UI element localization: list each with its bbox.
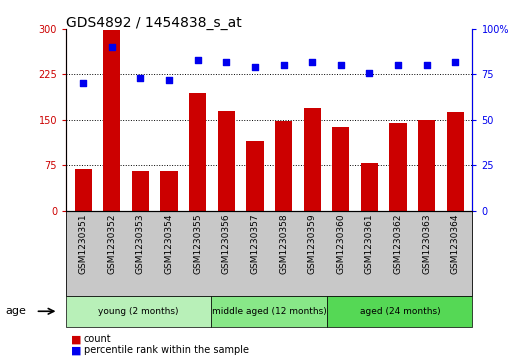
Text: GSM1230352: GSM1230352: [107, 213, 116, 274]
Bar: [103, 30, 120, 211]
Point: [423, 62, 431, 68]
Point: [451, 59, 459, 65]
Point: [251, 64, 259, 70]
Bar: [418, 120, 435, 211]
Text: middle aged (12 months): middle aged (12 months): [212, 307, 327, 316]
Point: [136, 75, 144, 81]
Bar: [304, 108, 321, 211]
Text: ■: ■: [71, 334, 82, 344]
Text: aged (24 months): aged (24 months): [360, 307, 440, 316]
Bar: [189, 93, 206, 211]
Text: GSM1230360: GSM1230360: [336, 213, 345, 274]
Point: [165, 77, 173, 83]
Text: GSM1230364: GSM1230364: [451, 213, 460, 274]
Text: GSM1230359: GSM1230359: [308, 213, 316, 274]
Point: [222, 59, 230, 65]
Text: percentile rank within the sample: percentile rank within the sample: [84, 345, 249, 355]
Point: [79, 81, 87, 86]
Text: GSM1230351: GSM1230351: [79, 213, 88, 274]
Bar: [332, 127, 350, 211]
Point: [108, 44, 116, 50]
Point: [308, 59, 316, 65]
Bar: [390, 123, 406, 211]
Bar: [361, 163, 378, 211]
Text: GSM1230363: GSM1230363: [422, 213, 431, 274]
Text: age: age: [5, 306, 26, 316]
Text: GSM1230361: GSM1230361: [365, 213, 374, 274]
Text: GSM1230355: GSM1230355: [193, 213, 202, 274]
Point: [337, 62, 345, 68]
Text: GSM1230362: GSM1230362: [394, 213, 402, 274]
Bar: [275, 121, 292, 211]
Point: [279, 62, 288, 68]
Point: [365, 70, 373, 76]
Bar: [132, 171, 149, 211]
Point: [394, 62, 402, 68]
Text: ■: ■: [71, 345, 82, 355]
Text: GSM1230358: GSM1230358: [279, 213, 288, 274]
Text: GSM1230357: GSM1230357: [250, 213, 260, 274]
Bar: [246, 141, 264, 211]
Point: [194, 57, 202, 63]
Text: young (2 months): young (2 months): [99, 307, 179, 316]
Bar: [161, 171, 178, 211]
Text: GSM1230353: GSM1230353: [136, 213, 145, 274]
Text: GDS4892 / 1454838_s_at: GDS4892 / 1454838_s_at: [66, 16, 242, 30]
Text: GSM1230356: GSM1230356: [222, 213, 231, 274]
Text: count: count: [84, 334, 111, 344]
Bar: [447, 112, 464, 211]
Bar: [75, 170, 92, 211]
Text: GSM1230354: GSM1230354: [165, 213, 174, 274]
Bar: [218, 111, 235, 211]
